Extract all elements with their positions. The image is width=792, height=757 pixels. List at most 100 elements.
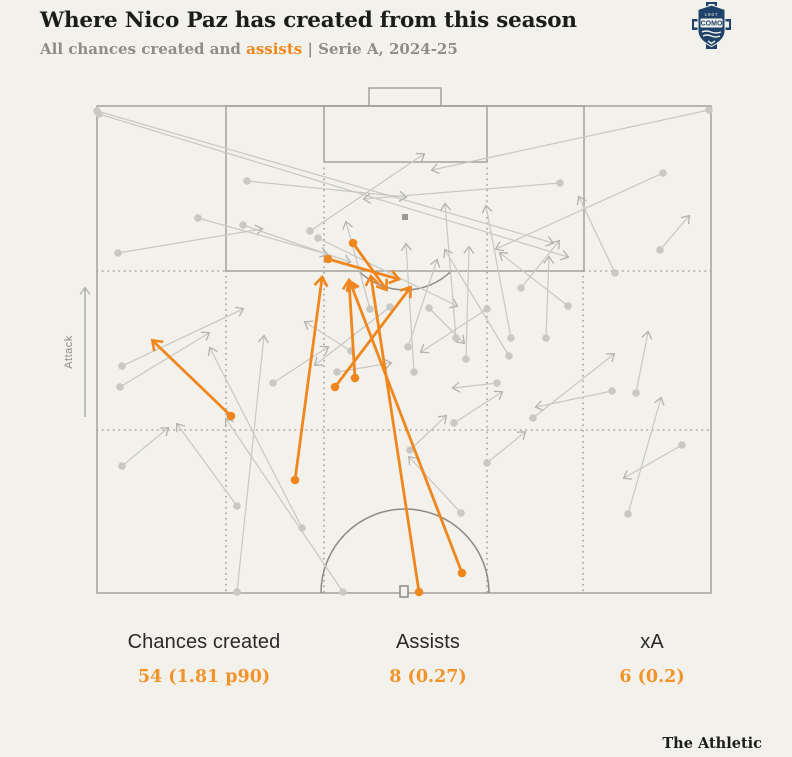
assist-arrow xyxy=(350,282,464,575)
chance-created-arrow-origin-dot xyxy=(425,304,433,312)
center-circle xyxy=(320,508,490,594)
penalty-box xyxy=(225,105,585,272)
assist-arrow xyxy=(153,341,233,418)
chance-created-arrow-origin-dot xyxy=(659,169,667,177)
chance-created-arrow-origin-dot xyxy=(410,368,418,376)
assist-arrow-origin-dot xyxy=(330,382,340,392)
badge-club-text: COMO xyxy=(701,21,723,28)
page-subtitle: All chances created and assists | Serie … xyxy=(40,40,680,58)
chance-created-arrow xyxy=(303,320,352,352)
chance-created-arrow xyxy=(400,242,415,373)
chance-created-arrow xyxy=(246,180,408,202)
chance-created-arrow xyxy=(453,390,504,424)
assist-arrow-origin-dot xyxy=(323,254,333,264)
chance-created-arrow-origin-dot xyxy=(339,588,347,596)
chance-created-arrow xyxy=(463,245,475,360)
chance-created-arrow-origin-dot xyxy=(306,227,314,235)
chance-created-arrow xyxy=(428,307,466,345)
chance-created-arrow xyxy=(98,113,570,261)
chance-created-arrow xyxy=(96,110,555,247)
subtitle-suffix: | Serie A, 2024-25 xyxy=(302,40,458,58)
chance-created-arrow xyxy=(439,202,457,339)
chance-created-arrow-origin-dot xyxy=(116,383,124,391)
chance-created-arrow xyxy=(430,109,710,175)
chance-created-arrow-origin-dot xyxy=(404,343,412,351)
assist-arrow-origin-dot xyxy=(348,238,358,248)
stat-value: 54 (1.81 p90) xyxy=(137,667,271,687)
chance-created-arrow-origin-dot xyxy=(118,462,126,470)
chance-created-arrow-origin-dot xyxy=(556,179,564,187)
stat-label: Chances created xyxy=(127,631,281,653)
chance-created-arrow xyxy=(242,224,352,266)
chance-created-arrow xyxy=(498,252,569,307)
stats-row: Chances created 54 (1.81 p90) Assists 8 … xyxy=(92,631,764,687)
chance-created-arrow xyxy=(224,417,344,593)
stat-value: 6 (0.2) xyxy=(619,667,685,687)
chance-created-arrow xyxy=(176,422,238,507)
chance-created-arrow xyxy=(520,239,561,289)
chance-created-arrow xyxy=(121,426,170,467)
chance-created-arrow-origin-dot xyxy=(507,334,515,342)
penalty-spot xyxy=(402,214,408,220)
chance-created-arrow-origin-dot xyxy=(656,246,664,254)
pitch-chance-map: Attack xyxy=(63,87,713,598)
chance-created-arrow-origin-dot xyxy=(298,524,306,532)
chance-created-arrow-origin-dot xyxy=(450,419,458,427)
chance-created-arrow xyxy=(272,345,330,384)
chance-created-arrow-origin-dot xyxy=(239,221,247,229)
chance-created-arrow-origin-dot xyxy=(705,106,713,114)
chance-created-arrow-origin-dot xyxy=(611,269,619,277)
chance-created-arrow-origin-dot xyxy=(118,362,126,370)
chance-created-arrow xyxy=(342,220,371,310)
chance-created-arrow xyxy=(409,414,448,451)
chance-created-arrow-origin-dot xyxy=(233,588,241,596)
chance-created-arrow xyxy=(117,224,264,254)
chance-created-arrow-origin-dot xyxy=(483,305,491,313)
chance-created-arrow-origin-dot xyxy=(529,414,537,422)
chance-created-arrow-origin-dot xyxy=(542,334,550,342)
chance-created-arrow-origin-dot xyxy=(386,303,394,311)
chance-created-arrow xyxy=(121,306,245,367)
chance-created-arrow xyxy=(309,152,426,232)
chance-created-arrow xyxy=(362,182,561,205)
chance-created-arrow xyxy=(197,217,329,258)
chance-created-arrow xyxy=(486,430,527,464)
assist-arrow-origin-dot xyxy=(414,587,424,597)
chance-created-arrow xyxy=(659,214,691,251)
chance-created-arrow-origin-dot xyxy=(493,379,501,387)
chance-created-arrow-origin-dot xyxy=(95,110,103,118)
chance-created-arrow xyxy=(119,331,211,388)
chance-created-arrow-origin-dot xyxy=(333,368,341,376)
badge-year-text: 1907 xyxy=(704,12,718,17)
chance-created-arrow xyxy=(407,258,441,348)
como-club-badge-icon: 1907 COMO xyxy=(692,2,731,49)
assist-arrow-origin-dot xyxy=(290,475,300,485)
header: Where Nico Paz has created from this sea… xyxy=(40,8,680,58)
chance-created-arrow xyxy=(494,172,664,252)
chance-created-arrow xyxy=(481,204,512,339)
chance-created-arrow xyxy=(207,346,303,529)
chance-created-arrow xyxy=(407,455,462,514)
chance-created-arrow-origin-dot xyxy=(406,446,414,454)
page-title: Where Nico Paz has created from this sea… xyxy=(40,8,577,33)
chance-created-arrow-origin-dot xyxy=(269,379,277,387)
chance-created-arrow xyxy=(576,195,616,274)
chance-created-arrow xyxy=(532,352,616,419)
center-mark xyxy=(399,585,409,598)
chance-created-arrow-origin-dot xyxy=(608,387,616,395)
stat-assists: Assists 8 (0.27) xyxy=(316,631,540,687)
stat-value: 8 (0.27) xyxy=(389,667,467,687)
goal xyxy=(368,87,442,107)
chance-created-arrow xyxy=(622,444,683,480)
chance-created-arrow xyxy=(627,396,665,515)
chance-created-arrow-origin-dot xyxy=(366,305,374,313)
chance-created-arrow-origin-dot xyxy=(194,214,202,222)
chance-created-arrow-origin-dot xyxy=(517,284,525,292)
chance-created-arrow-origin-dot xyxy=(505,352,513,360)
chance-created-arrow xyxy=(451,381,498,393)
stat-xa: xA 6 (0.2) xyxy=(540,631,764,687)
chance-created-arrow-origin-dot xyxy=(678,441,686,449)
chance-created-arrow-origin-dot xyxy=(243,177,251,185)
attack-label: Attack xyxy=(63,335,75,369)
